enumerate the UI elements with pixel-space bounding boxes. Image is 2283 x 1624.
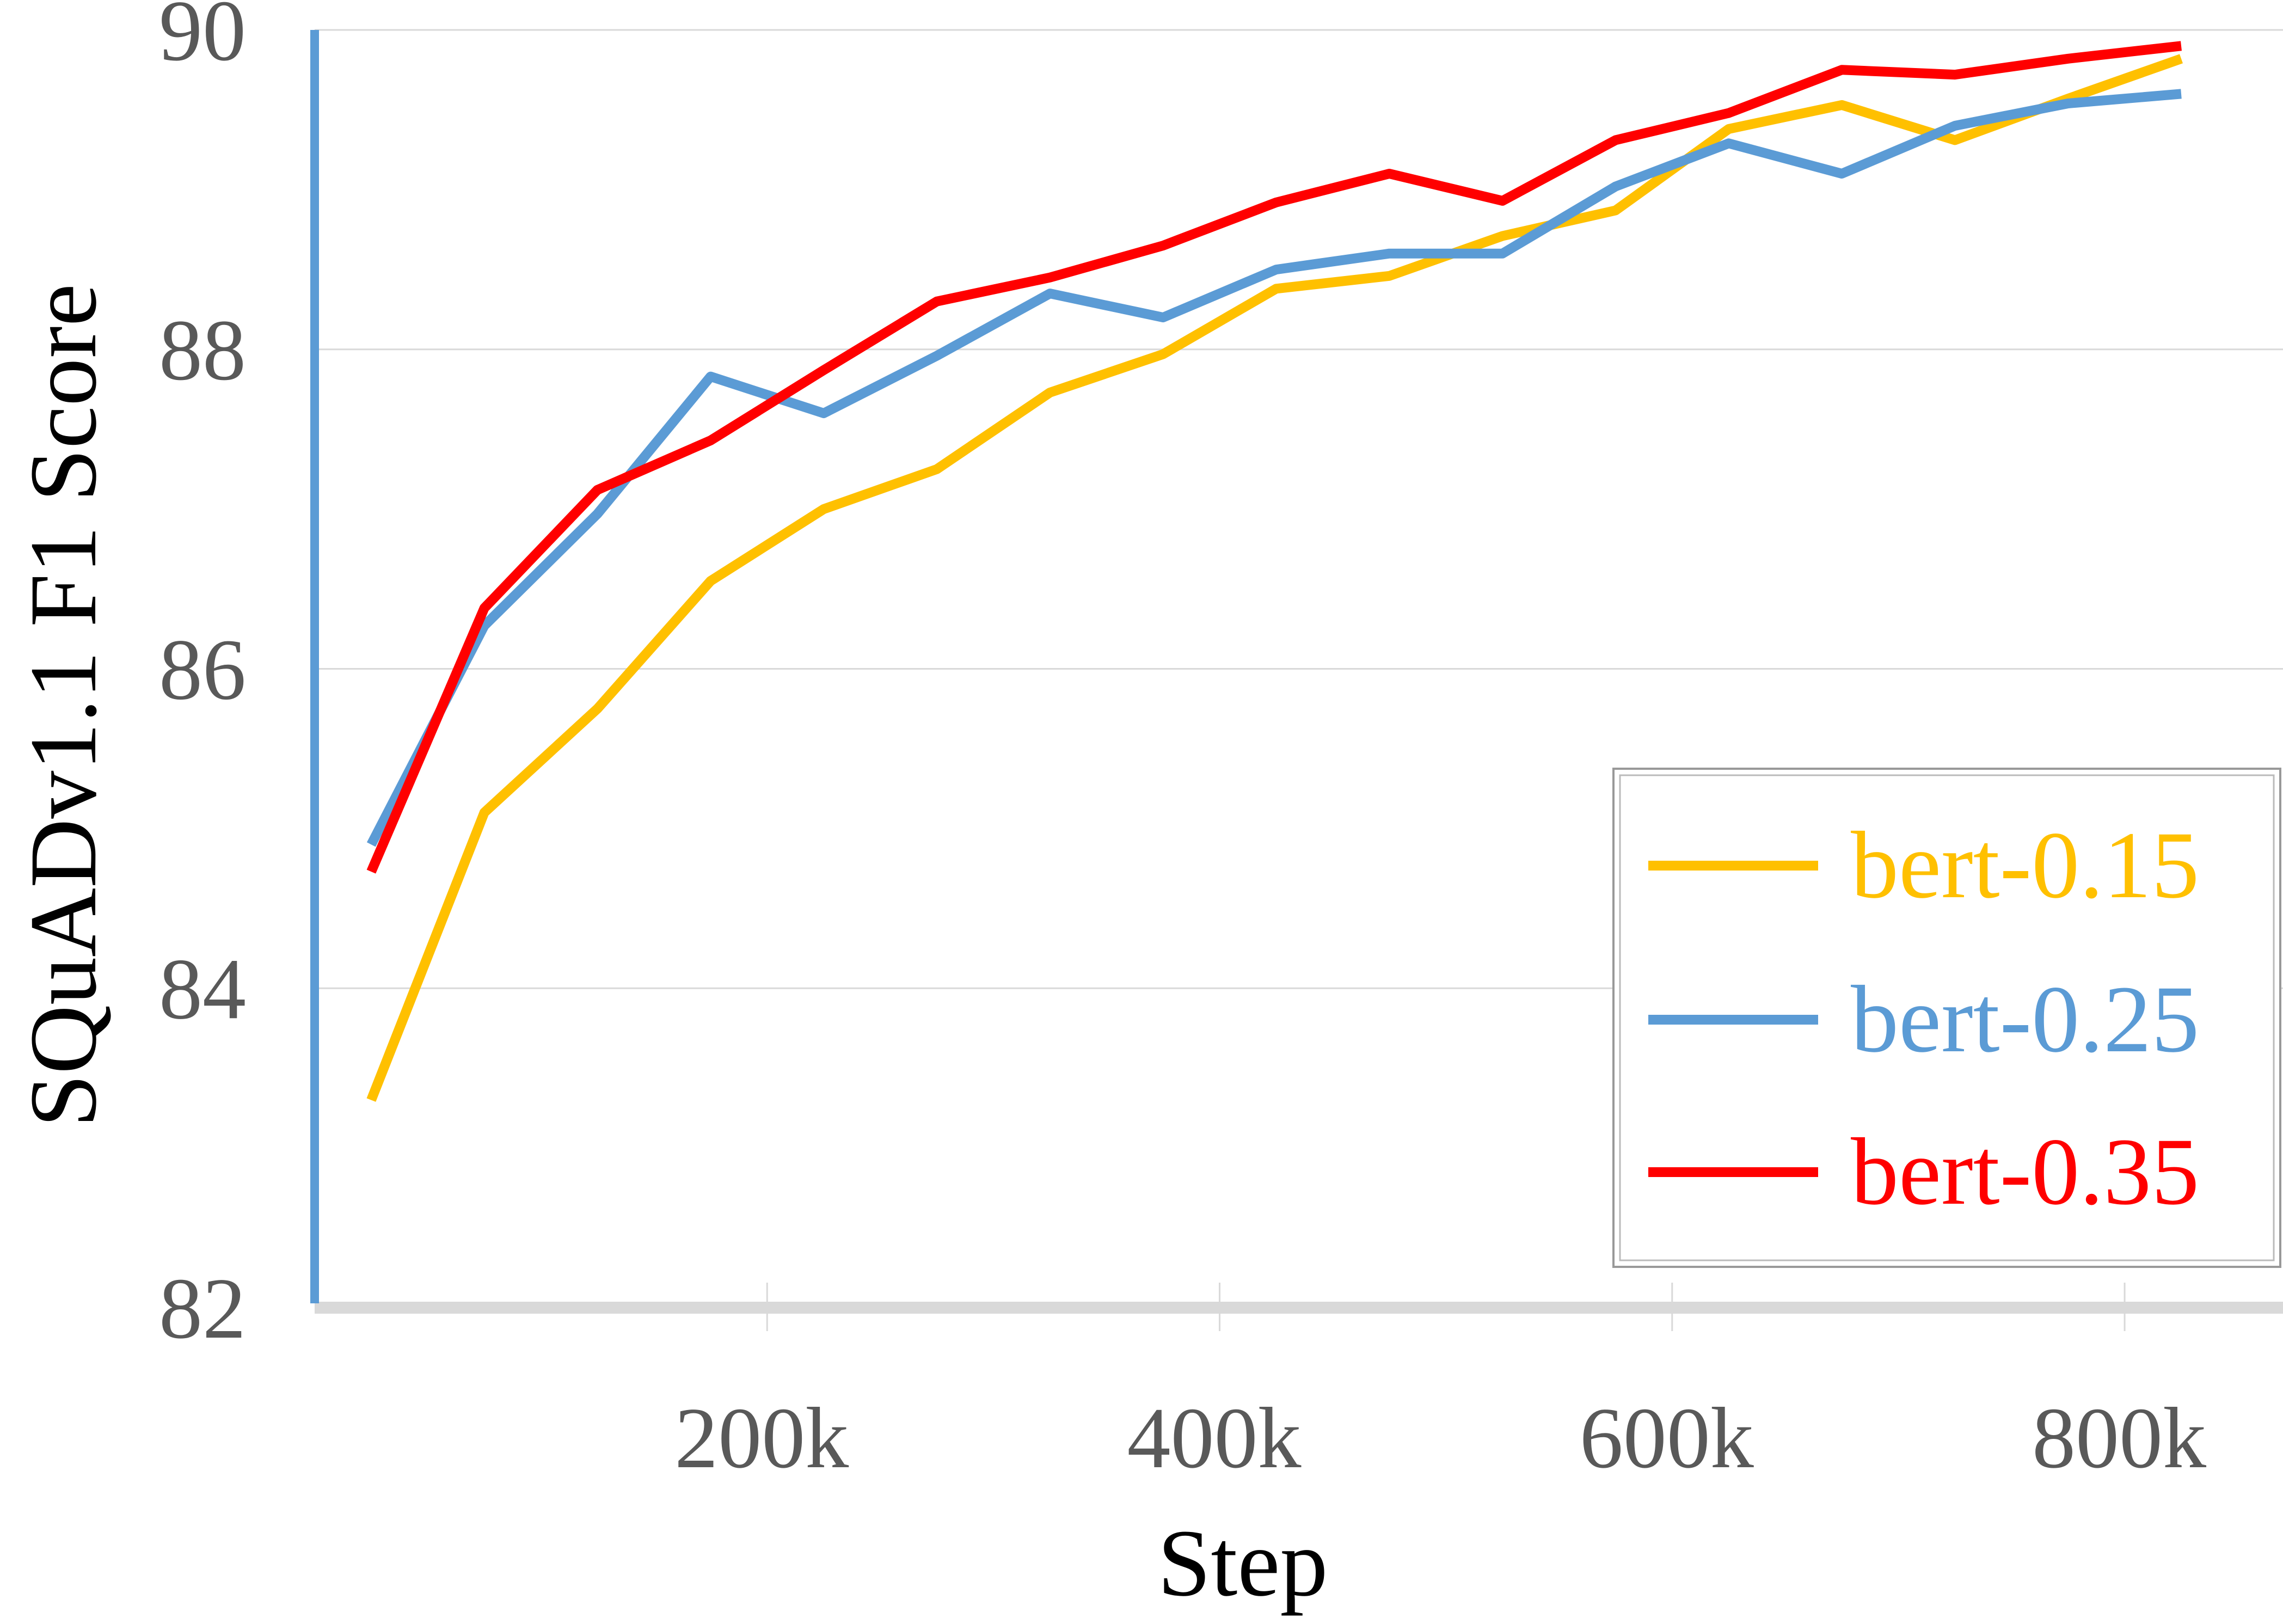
x-tick-label: 400k xyxy=(1127,1389,1302,1486)
series-line-bert-0.35 xyxy=(366,41,2182,874)
x-tick-label: 200k xyxy=(674,1389,849,1486)
y-tick-label: 86 xyxy=(159,621,246,718)
x-tick-label: 600k xyxy=(1580,1389,1754,1486)
x-axis-ticks: 200k 400k 600k 800k xyxy=(674,1283,2206,1486)
y-tick-label: 82 xyxy=(159,1260,246,1357)
series-line-bert-0.25 xyxy=(366,89,2182,847)
legend-label: bert-0.35 xyxy=(1851,1119,2199,1225)
y-axis-ticks: 82 84 86 88 90 xyxy=(159,0,246,1357)
legend-frame-inner xyxy=(1619,774,2275,1261)
y-tick-label: 90 xyxy=(159,0,246,79)
legend: bert-0.15 bert-0.25 bert-0.35 xyxy=(1612,768,2281,1268)
series-lines xyxy=(366,41,2183,1102)
y-axis-title: SQuADv1.1 F1 Score xyxy=(10,284,116,1127)
x-axis-title: Step xyxy=(1158,1510,1328,1616)
series-line-bert-0.15 xyxy=(366,54,2183,1102)
legend-label: bert-0.25 xyxy=(1851,966,2199,1073)
y-tick-label: 88 xyxy=(159,302,246,399)
legend-label: bert-0.15 xyxy=(1851,812,2199,918)
y-tick-label: 84 xyxy=(159,940,246,1037)
x-tick-label: 800k xyxy=(2032,1389,2206,1486)
